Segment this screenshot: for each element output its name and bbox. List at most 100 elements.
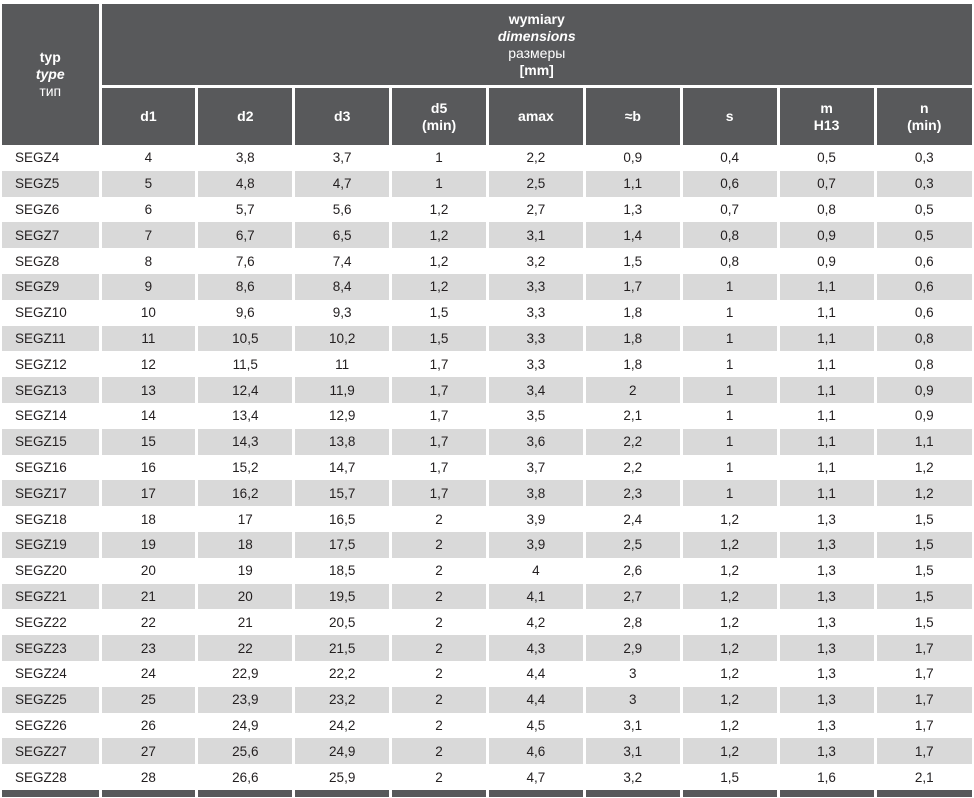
table-cell: 1,2 bbox=[389, 222, 488, 249]
table-row: SEGZ28 28 26,6 25,9 2 4,7 3,2 1,5 1,6 2,1 bbox=[2, 764, 972, 790]
table-cell: 1,8 bbox=[582, 325, 682, 352]
table-cell: 20 bbox=[98, 557, 197, 584]
row-label: SEGZ10 bbox=[2, 299, 100, 326]
table-cell: 1,2 bbox=[679, 557, 779, 584]
table-cell: 1,4 bbox=[582, 222, 682, 249]
table-cell: 16,2 bbox=[195, 480, 294, 507]
dimensions-header-unit-mm: [mm] bbox=[519, 61, 554, 78]
table-header: typ type тип wymiary dimensions размеры … bbox=[2, 4, 972, 145]
table-cell: 26,6 bbox=[195, 764, 294, 790]
table-cell: 22,2 bbox=[292, 660, 391, 687]
table-cell: 0,8 bbox=[873, 325, 972, 352]
column-header-b-approx: ≈b bbox=[582, 86, 682, 145]
table-cell: 28 bbox=[98, 764, 197, 790]
column-header-row: d1 d2 d3 d5 (min) amax ≈b s m H13 n (min) bbox=[2, 86, 972, 145]
table-cell: 4 bbox=[98, 145, 197, 171]
table-cell: 25,9 bbox=[292, 764, 391, 790]
table-row: SEGZ15 15 14,3 13,8 1,7 3,6 2,2 1 1,1 1,1 bbox=[2, 428, 972, 455]
column-header-line: d5 bbox=[430, 99, 448, 116]
column-header-m-h13: m H13 bbox=[776, 86, 875, 145]
table-cell: 2 bbox=[389, 686, 488, 713]
table-cell: 11 bbox=[98, 325, 197, 352]
table-row: SEGZ19 19 18 17,5 2 3,9 2,5 1,2 1,3 1,5 bbox=[2, 531, 972, 558]
table-cell: 3 bbox=[582, 686, 682, 713]
table-cell: 25 bbox=[98, 686, 197, 713]
table-cell: 6,7 bbox=[195, 222, 294, 249]
table-cell: 21 bbox=[195, 609, 294, 636]
table-body: SEGZ4 4 3,8 3,7 1 2,2 0,9 0,4 0,5 0,3 SEGZ5 5 4,8 4,7… bbox=[2, 145, 972, 790]
table-cell: 3,8 bbox=[486, 480, 585, 507]
table-cell: 23 bbox=[98, 635, 197, 661]
table-cell: 10,2 bbox=[292, 325, 391, 352]
table-cell: 18 bbox=[195, 531, 294, 558]
table-cell: 1 bbox=[679, 325, 779, 352]
table-cell: 2,1 bbox=[582, 402, 682, 429]
table-cell: 1,7 bbox=[873, 686, 972, 713]
table-cell: 1,1 bbox=[776, 377, 875, 403]
table-cell: 1,3 bbox=[582, 196, 682, 223]
table-cell: 1,5 bbox=[873, 531, 972, 558]
column-header-s: s bbox=[679, 86, 779, 145]
table-cell: 13,8 bbox=[292, 428, 391, 455]
table-cell: 14 bbox=[98, 402, 197, 429]
table-cell: 1,3 bbox=[776, 686, 875, 713]
column-header-line: ≈b bbox=[624, 108, 641, 124]
table-row: SEGZ20 20 19 18,5 2 4 2,6 1,2 1,3 1,5 bbox=[2, 557, 972, 584]
table-cell: 4,8 bbox=[195, 170, 294, 197]
table-cell: 0,7 bbox=[679, 196, 779, 223]
column-header-d1: d1 bbox=[98, 86, 197, 145]
table-cell: 1,2 bbox=[679, 531, 779, 558]
table-cell: 1 bbox=[389, 145, 488, 171]
table-cell: 2,5 bbox=[486, 170, 585, 197]
table-row: SEGZ12 12 11,5 11 1,7 3,3 1,8 1 1,1 0,8 bbox=[2, 351, 972, 378]
dimensions-header-line-pl: wymiary bbox=[508, 10, 565, 27]
table-cell: 2 bbox=[389, 738, 488, 765]
table-row: SEGZ8 8 7,6 7,4 1,2 3,2 1,5 0,8 0,9 0,6 bbox=[2, 248, 972, 274]
table-cell: 10,5 bbox=[195, 325, 294, 352]
footer-strip-cell bbox=[776, 789, 875, 797]
table-cell: 14,3 bbox=[195, 428, 294, 455]
table-cell: 4,7 bbox=[292, 170, 391, 197]
table-cell: 2,3 bbox=[582, 480, 682, 507]
dimensions-header-line-ru: размеры bbox=[508, 44, 566, 61]
table-cell: 1 bbox=[679, 351, 779, 378]
row-label: SEGZ4 bbox=[2, 145, 100, 171]
table-cell: 0,8 bbox=[873, 351, 972, 378]
table-cell: 2 bbox=[389, 506, 488, 532]
table-cell: 0,6 bbox=[873, 299, 972, 326]
column-header-line: m bbox=[820, 99, 833, 116]
table-cell: 12,4 bbox=[195, 377, 294, 403]
table-cell: 0,6 bbox=[873, 273, 972, 300]
footer-strip-cell bbox=[873, 789, 972, 797]
table-cell: 1,2 bbox=[679, 609, 779, 636]
table-cell: 1,3 bbox=[776, 660, 875, 687]
table-cell: 18,5 bbox=[292, 557, 391, 584]
table-cell: 8 bbox=[98, 248, 197, 274]
footer-strip-cell bbox=[389, 789, 488, 797]
table-cell: 1,5 bbox=[873, 506, 972, 532]
table-row: SEGZ21 21 20 19,5 2 4,1 2,7 1,2 1,3 1,5 bbox=[2, 583, 972, 610]
table-cell: 17 bbox=[98, 480, 197, 507]
table-cell: 0,3 bbox=[873, 145, 972, 171]
footer-strip-cell bbox=[486, 789, 585, 797]
table-cell: 1,3 bbox=[776, 738, 875, 765]
table-cell: 9 bbox=[98, 273, 197, 300]
table-cell: 1,1 bbox=[873, 428, 972, 455]
table-cell: 0,9 bbox=[582, 145, 682, 171]
table-cell: 0,8 bbox=[679, 248, 779, 274]
table-cell: 17 bbox=[195, 506, 294, 532]
table-cell: 2 bbox=[582, 377, 682, 403]
table-cell: 4,7 bbox=[486, 764, 585, 790]
table-cell: 1,3 bbox=[776, 712, 875, 739]
table-cell: 1,1 bbox=[582, 170, 682, 197]
column-header-line: (min) bbox=[421, 116, 457, 133]
column-header-line: n bbox=[919, 99, 929, 116]
table-cell: 11 bbox=[292, 351, 391, 378]
table-cell: 0,9 bbox=[776, 248, 875, 274]
table-cell: 21,5 bbox=[292, 635, 391, 661]
table-cell: 22 bbox=[98, 609, 197, 636]
table-cell: 1,8 bbox=[582, 351, 682, 378]
table-cell: 20 bbox=[195, 583, 294, 610]
table-row: SEGZ11 11 10,5 10,2 1,5 3,3 1,8 1 1,1 0,8 bbox=[2, 325, 972, 352]
row-label: SEGZ8 bbox=[2, 248, 100, 274]
